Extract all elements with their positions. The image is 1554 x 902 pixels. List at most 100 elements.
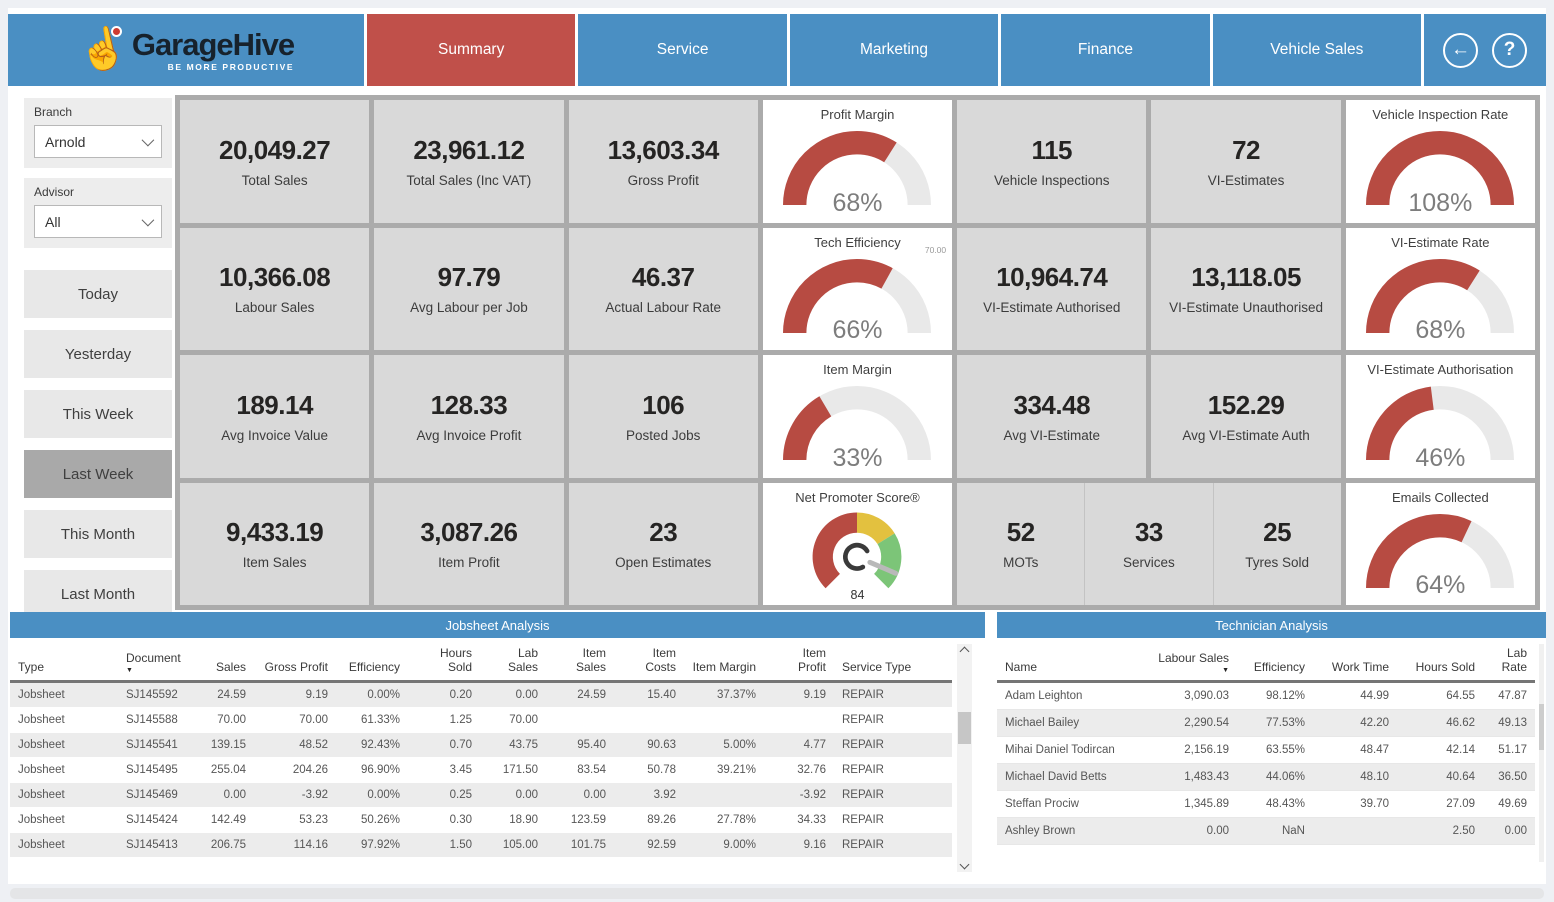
table-cell: -3.92 [301,789,328,801]
table-row[interactable]: Jobsheet SJ145495 255.04 204.26 96.90% 3.45 17… [10,758,952,783]
column-header-type[interactable]: Type [18,660,45,674]
advisor-label: Advisor [34,185,75,199]
hand-click-icon: ☝ [73,23,132,77]
scroll-down-icon[interactable] [959,859,970,870]
table-cell: 9.19 [803,689,826,701]
column-header-hours-sold[interactable]: Hours Sold [1415,660,1475,674]
column-header-efficiency[interactable]: Efficiency [348,660,400,674]
filter-button-last-month[interactable]: Last Month [24,570,172,618]
kpi-value: 128.33 [430,389,508,420]
tab-service[interactable]: Service [578,14,787,86]
tab-marketing[interactable]: Marketing [789,14,999,86]
table-cell: Ashley Brown [1005,825,1076,837]
table-row[interactable]: Michael David Betts 1,483.43 44.06% 48.10 40… [997,764,1535,791]
table-cell: 27.09 [1446,798,1475,810]
column-header-labour-sales[interactable]: Labour Sales ▼ [1147,651,1237,674]
table-row[interactable]: Ashley Brown 0.00 NaN 2.50 0.00 [997,818,1535,845]
table-cell: 123.59 [570,814,606,826]
table-cell: Jobsheet [18,714,65,726]
table-cell: 0.00% [367,789,400,801]
technician-vertical-scrollbar[interactable] [1539,644,1544,862]
table-row[interactable]: Jobsheet SJ145592 24.59 9.19 0.00% 0.20 0.00 24… [10,683,952,708]
gauge-title: VI-Estimate Authorisation [1367,362,1514,377]
filter-button-this-month[interactable]: This Month [24,510,172,558]
jobsheet-vertical-scrollbar[interactable] [957,644,972,872]
kpi-value: 52 [1006,517,1035,548]
column-header-name[interactable]: Name [1005,660,1038,674]
table-cell: 105.00 [502,839,538,851]
gauge-arc [1366,386,1515,461]
table-row[interactable]: Michael Bailey 2,290.54 77.53% 42.20 46.62 49… [997,710,1535,737]
table-row[interactable]: Jobsheet SJ145469 0.00 -3.92 0.00% 0.25 0.00 0.… [10,783,952,808]
table-cell: 9.00% [723,839,756,851]
gauge-percent: 33% [832,443,883,472]
column-header-item-margin[interactable]: Item Margin [692,660,756,674]
table-cell: 1.50 [449,839,472,851]
table-cell: 101.75 [570,839,606,851]
table-cell: 1.25 [449,714,472,726]
gauge-arc [783,386,932,461]
help-icon[interactable]: ? [1492,32,1527,68]
column-header-document[interactable]: Document ▼ [118,651,192,674]
table-row[interactable]: Jobsheet SJ145541 139.15 48.52 92.43% 0.70 43.… [10,733,952,758]
table-cell: 98.12% [1265,690,1305,702]
table-cell: 92.43% [360,739,400,751]
sort-descending-icon: ▼ [1222,667,1229,674]
table-cell: Jobsheet [18,789,65,801]
table-cell: 34.33 [797,814,826,826]
back-icon[interactable]: ← [1443,32,1478,68]
jobsheet-table-title: Jobsheet Analysis [10,612,985,638]
table-cell: 90.63 [647,739,676,751]
column-header-efficiency[interactable]: Efficiency [1253,660,1305,674]
table-row[interactable]: Steffan Prociw 1,345.89 48.43% 39.70 27.09 49… [997,791,1535,818]
column-header-hours-sold[interactable]: Hours Sold [439,646,472,674]
filter-button-last-week[interactable]: Last Week [24,450,172,498]
column-header-item-sales[interactable]: Item Sales [575,646,606,674]
table-row[interactable]: Jobsheet SJ145588 70.00 70.00 61.33% 1.25 70.0… [10,708,952,733]
column-header-sales[interactable]: Sales [215,660,246,674]
table-cell: 89.26 [647,814,676,826]
scroll-up-icon[interactable] [959,646,970,657]
kpi-label: Avg VI-Estimate [1003,427,1101,443]
kpi-label: MOTs [1003,555,1039,571]
table-cell: 0.00% [367,689,400,701]
column-header-gross-profit[interactable]: Gross Profit [264,660,328,674]
column-header-lab-rate[interactable]: Lab Rate [1501,646,1527,674]
table-cell: 0.20 [449,689,472,701]
advisor-dropdown[interactable]: All [34,205,162,238]
table-cell: 97.92% [360,839,400,851]
filter-button-today[interactable]: Today [24,270,172,318]
table-row[interactable]: Mihai Daniel Todircan 2,156.19 63.55% 48.47… [997,737,1535,764]
table-cell: 61.33% [360,714,400,726]
tab-summary[interactable]: Summary [367,14,576,86]
column-header-service-type[interactable]: Service Type [842,660,912,674]
table-cell: 0.70 [449,739,472,751]
table-cell: 2.50 [1452,825,1475,837]
table-cell: 43.75 [509,739,538,751]
column-header-lab-sales[interactable]: Lab Sales [507,646,538,674]
table-cell: -3.92 [799,789,826,801]
nps-value: 84 [850,588,865,602]
table-cell: 48.47 [1360,744,1389,756]
column-header-item-costs[interactable]: Item Costs [645,646,676,674]
kpi-card-vi-estimates: 72 VI-Estimates [1151,100,1341,223]
table-cell: 0.25 [449,789,472,801]
branch-dropdown[interactable]: Arnold [34,125,162,158]
table-cell: 40.64 [1446,771,1475,783]
filter-button-this-week[interactable]: This Week [24,390,172,438]
table-row[interactable]: Jobsheet SJ145413 206.75 114.16 97.92% 1.50 10… [10,833,952,858]
table-row[interactable]: Jobsheet SJ145424 142.49 53.23 50.26% 0.30 18.… [10,808,952,833]
gauge-vi-estimate-authorisation: VI-Estimate Authorisation 46% [1345,355,1535,478]
scrollbar-thumb[interactable] [958,712,971,744]
table-cell: 206.75 [210,839,246,851]
table-row[interactable]: Adam Leighton 3,090.03 98.12% 44.99 64.55 47.… [997,683,1535,710]
table-cell: 50.78 [647,764,676,776]
scrollbar-thumb[interactable] [1539,704,1544,750]
filter-button-yesterday[interactable]: Yesterday [24,330,172,378]
column-header-item-profit[interactable]: Item Profit [797,646,826,674]
advisor-value: All [45,213,61,230]
tab-finance[interactable]: Finance [1001,14,1210,86]
tab-vehicle-sales[interactable]: Vehicle Sales [1212,14,1422,86]
column-header-work-time[interactable]: Work Time [1331,660,1389,674]
kpi-card-avg-invoice-value: 189.14 Avg Invoice Value [180,355,370,478]
